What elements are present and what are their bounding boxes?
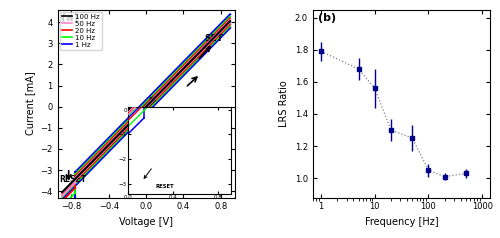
Text: (b): (b): [318, 13, 336, 23]
Y-axis label: Current [mA]: Current [mA]: [24, 72, 34, 135]
X-axis label: Frequency [Hz]: Frequency [Hz]: [364, 217, 438, 227]
Legend: 100 Hz, 50 Hz, 20 Hz, 10 Hz, 1 Hz: 100 Hz, 50 Hz, 20 Hz, 10 Hz, 1 Hz: [60, 12, 102, 50]
Text: (a): (a): [61, 13, 79, 23]
Text: SET: SET: [204, 34, 223, 43]
Text: RESET: RESET: [60, 175, 86, 184]
Y-axis label: LRS Ratio: LRS Ratio: [279, 80, 289, 127]
X-axis label: Voltage [V]: Voltage [V]: [119, 217, 173, 227]
